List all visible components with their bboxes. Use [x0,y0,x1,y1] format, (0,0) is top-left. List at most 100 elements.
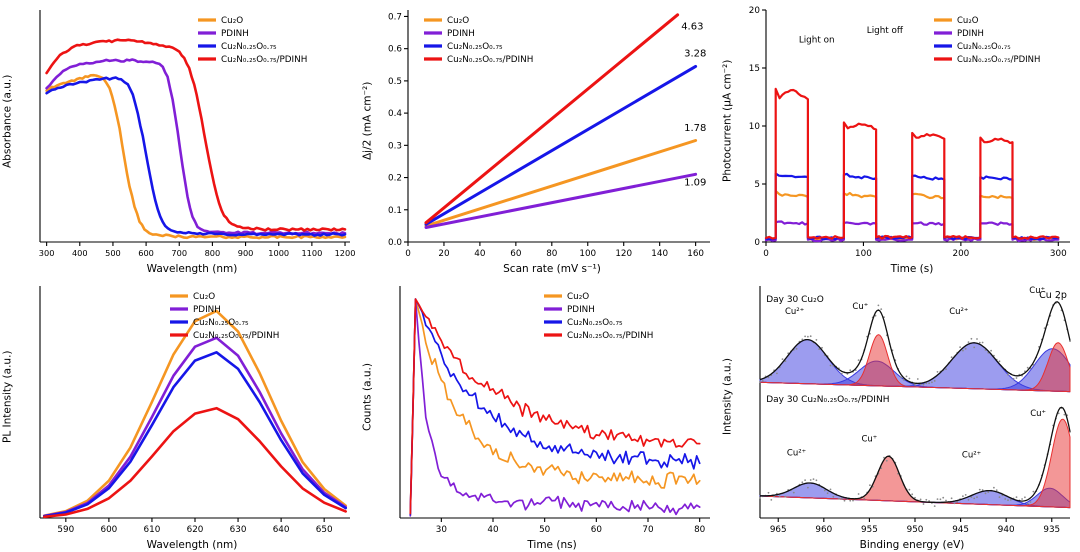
series-line-2 [424,64,698,226]
tick-labels: 0 100 200 300 0 5 10 15 20 [749,6,1067,259]
trpl-decay-chart: 30 40 50 60 70 80 Cu₂O PDINH Cu₂N₀.₂₅O₀.₇₅ Cu₂N₀.… [399,286,710,535]
svg-text:0: 0 [405,249,411,259]
xps-raw-point [826,492,829,495]
xps-peak-label: Cu²⁺ [787,448,806,458]
svg-text:40: 40 [474,249,486,259]
xps-raw-point [1021,498,1023,500]
svg-text:30: 30 [436,525,448,535]
xps-raw-point [945,499,947,502]
annotation: 1.09 [684,178,706,189]
xps-raw-point [945,368,947,370]
xps-raw-point [815,479,818,482]
xps-raw-point [792,491,795,494]
series-line-0 [45,73,347,240]
svg-text:1100: 1100 [301,248,322,258]
svg-text:600: 600 [138,248,154,258]
svg-text:900: 900 [238,248,254,258]
xps-raw-point [784,495,787,498]
xps-raw-point [925,498,928,501]
xps-raw-point [916,378,919,380]
photocurrent-xlabel: Time (s) [890,263,934,275]
xps-raw-point [812,478,815,480]
xps-raw-point [857,359,860,361]
xps-raw-point [933,380,936,382]
xps-raw-point [962,349,964,352]
svg-text:945: 945 [952,525,969,535]
xps-corner-label: Cu 2p [1039,290,1067,301]
pl-ylabel: PL Intensity (a.u.) [1,350,14,444]
svg-text:60: 60 [591,525,603,535]
svg-text:590: 590 [57,525,74,535]
svg-text:610: 610 [144,525,161,535]
tick-labels: 30 40 50 60 70 80 [436,525,706,535]
svg-text:0.7: 0.7 [388,12,402,22]
xps-raw-point [902,378,905,381]
absorbance-chart: 300 400 500 600 700 800 900 1000 1100 1200 Cu₂O PDI… [39,10,355,258]
svg-text:160: 160 [687,249,704,259]
xps-raw-point [995,489,998,492]
annotation: Light off [867,26,904,36]
svg-text:0: 0 [754,238,760,248]
svg-text:0.4: 0.4 [388,109,402,119]
svg-text:Cu₂N₀.₂₅O₀.₇₅: Cu₂N₀.₂₅O₀.₇₅ [567,318,623,328]
svg-text:PDINH: PDINH [447,29,475,39]
xps-raw-point [759,380,761,383]
svg-text:100: 100 [855,249,872,259]
legend: Cu₂O PDINH Cu₂N₀.₂₅O₀.₇₅ Cu₂N₀.₂₅O₀.₇₅/PDIN… [544,292,653,341]
svg-text:Cu₂N₀.₂₅O₀.₇₅: Cu₂N₀.₂₅O₀.₇₅ [447,42,503,52]
panel-scan-rate: 0 20 40 60 80 100 120 140 160 0.0 0.1 0.2 0.3 0.4 0.5 0… [360,0,720,276]
svg-text:200: 200 [952,249,969,259]
svg-text:PDINH: PDINH [567,305,595,315]
annotation: 3.28 [684,49,706,60]
xps-raw-point [922,383,925,386]
xps-raw-point [784,360,787,362]
absorbance-ylabel: Absorbance (a.u.) [1,74,14,168]
xps-raw-point [759,497,761,499]
absorbance-xlabel: Wavelength (nm) [146,263,238,275]
xps-raw-point [852,499,854,502]
svg-text:0.1: 0.1 [388,206,402,216]
xps-raw-point [807,335,809,338]
series-line-1 [409,298,701,517]
series-line-2 [409,298,701,516]
xps-raw-point [908,377,911,380]
xps-raw-point [984,492,987,495]
xps-raw-point [933,505,936,507]
xps-raw-point [880,308,883,310]
xps-raw-point [849,369,852,372]
xps-raw-point [973,346,976,349]
xps-raw-point [922,503,925,505]
svg-text:Cu₂O: Cu₂O [957,16,979,26]
xps-raw-point [981,489,984,491]
svg-text:650: 650 [316,525,333,535]
xps-raw-point [877,304,880,307]
xps-raw-point [900,376,902,379]
svg-text:800: 800 [205,248,221,258]
svg-text:Cu₂N₀.₂₅O₀.₇₅/PDINH: Cu₂N₀.₂₅O₀.₇₅/PDINH [193,331,279,341]
series-line-1 [764,220,1060,243]
svg-text:630: 630 [230,525,247,535]
xps-envelope [760,406,1071,504]
xps-raw-point [964,494,967,496]
xps-raw-point [998,496,1001,498]
xps-raw-point [773,495,775,498]
series-line-2 [42,351,348,518]
xps-raw-point [857,493,860,495]
xps-raw-point [1015,377,1018,379]
xps-peak-label: Cu²⁺ [785,307,804,317]
xps-raw-point [807,486,809,489]
xps-raw-point [970,337,973,340]
panel-absorbance: 300 400 500 600 700 800 900 1000 1100 1200 Cu₂O PDI… [0,0,360,276]
svg-text:620: 620 [187,525,204,535]
series-line-3 [45,38,347,232]
series-line-0 [409,298,701,517]
xps-raw-point [809,335,812,338]
series-line-1 [424,172,698,229]
svg-text:935: 935 [1043,525,1060,535]
photocurrent-ylabel: Photocurrent (μA cm⁻²) [721,59,734,183]
annotation: Light on [799,36,835,46]
tick-labels: 0 20 40 60 80 100 120 140 160 0.0 0.1 0.2 0.3 0.4 0.5 0… [388,12,704,259]
xps-raw-point [863,497,866,500]
xps-raw-point [1004,498,1007,500]
xps-raw-point [776,372,778,375]
